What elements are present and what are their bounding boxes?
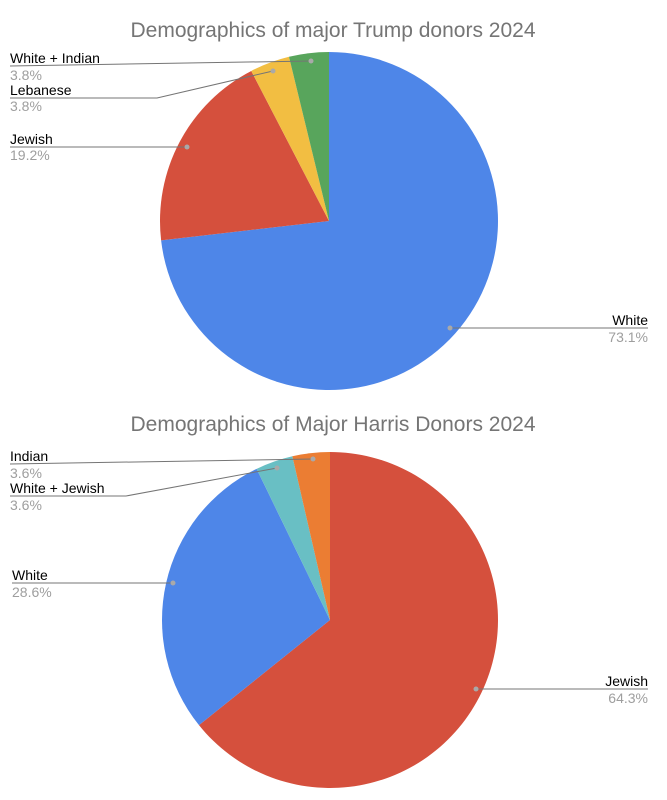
slice-label-jewish: Jewish xyxy=(605,673,648,689)
label-anchor-dot-jewish xyxy=(473,686,479,692)
slice-percentage-white: 73.1% xyxy=(608,329,648,345)
pie-slice-lebanese xyxy=(251,56,329,221)
pie-slice-jewish xyxy=(198,452,498,788)
pie-slice-white xyxy=(161,52,498,390)
pie-chart-demographics-of-major-harris-donors-2024: Demographics of Major Harris Donors 2024… xyxy=(9,413,648,788)
label-anchor-dot-indian xyxy=(310,456,316,462)
pie-chart-demographics-of-major-trump-donors-2024: Demographics of major Trump donors 2024 W… xyxy=(9,19,648,390)
label-anchor-dot-lebanese xyxy=(270,68,276,74)
slice-label-lebanese: Lebanese xyxy=(10,82,72,98)
pie-slice-jewish xyxy=(159,70,329,241)
leader-line-white-jewish xyxy=(10,467,278,497)
slice-percentage-lebanese: 3.8% xyxy=(10,98,42,114)
label-anchor-dot-jewish xyxy=(184,144,190,150)
label-anchor-dot-white xyxy=(447,325,453,331)
slice-percentage-jewish: 64.3% xyxy=(608,690,648,706)
label-anchor-dot-white-jewish xyxy=(274,465,280,471)
chart-title: Demographics of Major Harris Donors 2024 xyxy=(131,413,536,436)
pie-slice-indian xyxy=(292,452,330,620)
leader-line-lebanese xyxy=(10,70,274,99)
slice-label-white: White xyxy=(12,567,48,583)
slice-label-white: White xyxy=(612,312,648,328)
slice-percentage-jewish: 19.2% xyxy=(10,147,50,163)
slice-label-white-jewish: White + Jewish xyxy=(10,480,105,496)
pie-slice-white xyxy=(161,468,330,726)
slice-percentage-indian: 3.6% xyxy=(10,465,42,481)
slice-percentage-white: 28.6% xyxy=(12,584,52,600)
pie-slice-white-jewish xyxy=(256,456,330,620)
slice-label-jewish: Jewish xyxy=(10,131,53,147)
label-anchor-dot-white xyxy=(170,580,176,586)
slice-percentage-white-jewish: 3.6% xyxy=(10,497,42,513)
leader-line-white-indian xyxy=(9,60,312,67)
pie-slice-white-indian xyxy=(288,52,329,221)
slice-label-indian: Indian xyxy=(10,448,48,464)
label-anchor-dot-white-indian xyxy=(308,58,314,64)
chart-title: Demographics of major Trump donors 2024 xyxy=(130,19,535,42)
leader-line-indian xyxy=(9,458,314,465)
slice-label-white-indian: White + Indian xyxy=(10,50,100,66)
slice-percentage-white-indian: 3.8% xyxy=(10,67,42,83)
